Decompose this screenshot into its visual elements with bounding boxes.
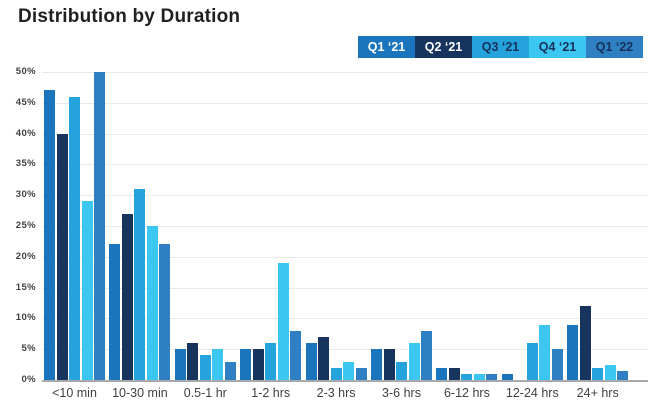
bar-group xyxy=(44,72,105,380)
bar xyxy=(408,343,420,380)
bar xyxy=(448,367,460,380)
legend-item-1[interactable]: Q1 ‘21 xyxy=(358,36,415,58)
bar xyxy=(134,189,146,380)
gridline xyxy=(42,102,648,104)
bar xyxy=(567,324,579,380)
y-tick-label: 0% xyxy=(21,374,36,385)
bar-group xyxy=(436,72,498,380)
bar xyxy=(396,361,407,380)
y-tick-label: 5% xyxy=(21,343,36,355)
x-axis-label: 1-2 hrs xyxy=(251,386,291,400)
gridline xyxy=(42,133,648,135)
page-title: Distribution by Duration xyxy=(18,6,241,27)
bar-group xyxy=(174,72,236,380)
bar xyxy=(174,349,186,380)
y-tick-label: 20% xyxy=(15,250,36,262)
bar-chart-plot-area xyxy=(42,72,648,382)
legend-item-2[interactable]: Q2 ‘21 xyxy=(415,36,472,58)
bar-group xyxy=(240,72,302,380)
legend-item-3[interactable]: Q3 ‘21 xyxy=(472,36,529,58)
bar xyxy=(526,343,538,380)
bar xyxy=(44,90,55,380)
bar xyxy=(109,244,121,380)
bar xyxy=(277,262,289,380)
bar xyxy=(69,96,80,380)
x-axis-label: 24+ hrs xyxy=(576,386,619,400)
x-axis-label: 2-3 hrs xyxy=(316,386,356,400)
y-axis-labels: 0% 5% 10% 15% 20% 25% 30% 35% 40% 45% 50% xyxy=(0,66,36,385)
bar xyxy=(473,373,485,380)
x-axis-label: 12-24 hrs xyxy=(505,386,559,400)
bar xyxy=(159,244,171,380)
y-tick-label: 10% xyxy=(15,312,36,324)
bar xyxy=(486,373,498,380)
gridline xyxy=(42,256,648,258)
bar xyxy=(461,373,473,380)
bar xyxy=(371,349,382,380)
bar-group xyxy=(567,72,629,380)
bar xyxy=(318,336,330,380)
x-axis-labels: <10 min 10-30 min 0.5-1 hr 1-2 hrs 2-3 hrs 3-… xyxy=(42,386,648,406)
x-axis-label: 3-6 hrs xyxy=(382,386,421,400)
bar xyxy=(355,367,367,380)
legend-item-4[interactable]: Q4 ‘21 xyxy=(529,36,586,58)
bar-group xyxy=(305,72,367,380)
x-axis-label: <10 min xyxy=(52,386,97,400)
legend-item-5[interactable]: Q1 ‘22 xyxy=(586,36,643,58)
bar-group xyxy=(371,72,432,380)
bar xyxy=(501,373,513,380)
y-tick-label: 25% xyxy=(15,220,36,231)
bar xyxy=(212,349,224,380)
bar xyxy=(265,343,277,380)
gridline xyxy=(42,72,648,73)
bar xyxy=(252,349,264,380)
bar xyxy=(94,72,105,380)
gridline xyxy=(42,195,648,197)
gridline xyxy=(42,226,648,227)
bar xyxy=(187,343,199,380)
bar xyxy=(539,324,551,380)
bar xyxy=(551,349,563,380)
bar xyxy=(383,349,395,380)
bar xyxy=(199,355,211,380)
gridline xyxy=(42,318,648,320)
bar xyxy=(343,361,355,380)
bar-group xyxy=(109,72,171,380)
gridline xyxy=(42,164,648,166)
bar xyxy=(604,364,616,380)
bar xyxy=(436,367,448,380)
chart-legend: Q1 ‘21 Q2 ‘21 Q3 ‘21 Q4 ‘21 Q1 ‘22 xyxy=(358,36,643,58)
bar xyxy=(146,226,158,380)
bar xyxy=(330,367,342,380)
bar-group xyxy=(501,72,563,380)
bar xyxy=(224,361,236,380)
x-axis-label: 0.5-1 hr xyxy=(183,386,227,400)
y-tick-label: 30% xyxy=(15,189,36,201)
y-tick-label: 35% xyxy=(15,158,36,170)
bar xyxy=(592,367,604,380)
y-tick-label: 45% xyxy=(15,96,36,108)
y-tick-label: 15% xyxy=(15,281,36,293)
bar xyxy=(56,133,68,380)
x-axis-label: 6-12 hrs xyxy=(443,386,490,400)
bar xyxy=(617,370,629,380)
bar xyxy=(290,330,302,380)
bar xyxy=(305,343,317,380)
bar xyxy=(579,306,591,380)
x-axis-label: 10-30 min xyxy=(112,386,168,400)
y-tick-label: 40% xyxy=(15,127,36,139)
y-tick-label: 50% xyxy=(15,66,36,77)
bar xyxy=(421,330,432,380)
bar xyxy=(121,213,133,380)
gridline xyxy=(42,287,648,289)
bar xyxy=(81,201,93,380)
gridline xyxy=(42,349,648,351)
bar xyxy=(240,349,252,380)
